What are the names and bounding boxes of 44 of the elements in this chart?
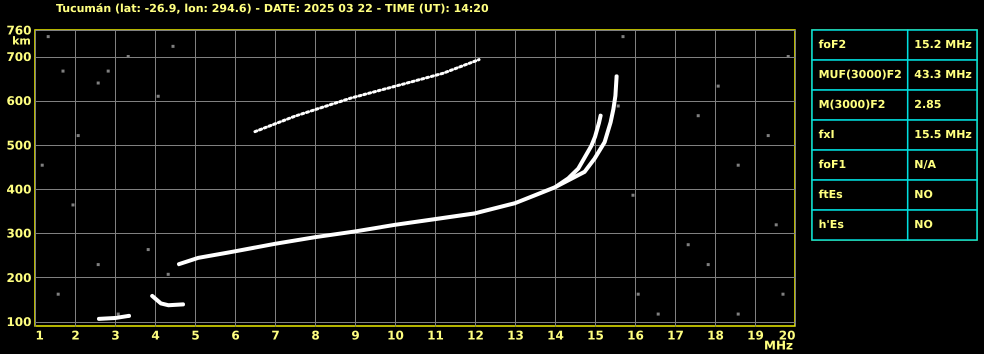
x-axis-title: MHz [764, 338, 793, 352]
y-tick-label: 500 [6, 138, 32, 152]
x-tick-label: 1 [36, 328, 44, 342]
chart-title: Tucumán (lat: -26.9, lon: 294.6) - DATE: 2025 03 22 - TIME (UT): 14:20 [56, 2, 489, 15]
x-tick-label: 12 [467, 328, 484, 342]
x-tick-label: 2 [71, 328, 80, 342]
text: NO [914, 218, 933, 231]
y-tick-label: 100 [6, 315, 32, 330]
x-tick-label: 3 [111, 328, 120, 342]
text: 15.5 MHz [914, 128, 972, 141]
category-label: foF1 [818, 158, 846, 171]
x-tick-label: 14 [547, 328, 564, 342]
x-tick-label: 5 [191, 328, 200, 342]
y-tick-label: 600 [6, 94, 32, 108]
category-label: MUF(3000)F2 [818, 68, 902, 81]
x-tick-label: 7 [271, 328, 280, 342]
y-tick-label: 400 [6, 182, 32, 197]
y-axis-title: km [12, 34, 31, 48]
x-tick-label: 9 [351, 328, 360, 342]
x-tick-label: 4 [151, 328, 160, 342]
text: N/A [914, 158, 936, 171]
y-tick-label: 700 [6, 50, 32, 64]
text: 43.3 MHz [914, 68, 972, 81]
category-label: fxI [818, 128, 835, 141]
text: 2.85 [914, 98, 942, 111]
x-tick-label: 17 [667, 328, 684, 342]
x-tick-label: 16 [627, 328, 644, 342]
text: NO [914, 188, 933, 201]
category-label: foF2 [818, 38, 846, 51]
text: 15.2 MHz [914, 38, 972, 51]
x-tick-label: 6 [231, 328, 240, 342]
x-tick-label: 11 [427, 328, 444, 342]
y-tick-label: 300 [6, 226, 32, 241]
category-label: h'Es [818, 218, 844, 231]
x-tick-label: 19 [747, 328, 764, 342]
x-tick-label: 8 [311, 328, 320, 342]
category-label: ftEs [818, 188, 844, 201]
x-tick-label: 15 [587, 328, 604, 342]
x-tick-label: 18 [707, 328, 724, 342]
y-tick-label: 760 [6, 24, 32, 38]
x-tick-label: 13 [507, 328, 524, 342]
x-tick-label: 10 [387, 328, 404, 342]
y-tick-label: 200 [6, 270, 32, 285]
category-label: M(3000)F2 [818, 98, 886, 111]
